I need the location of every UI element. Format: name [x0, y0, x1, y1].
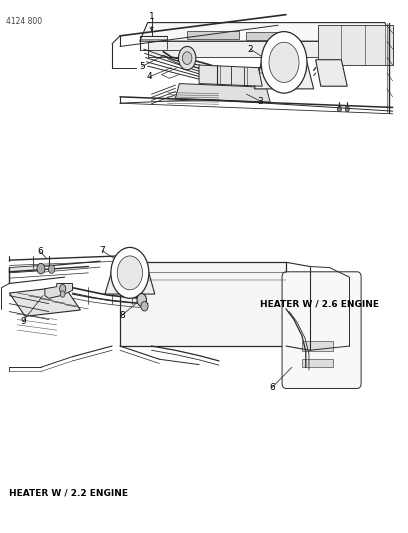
Polygon shape [148, 41, 393, 57]
Polygon shape [9, 287, 80, 317]
Polygon shape [140, 22, 393, 41]
Text: HEATER W / 2.6 ENGINE: HEATER W / 2.6 ENGINE [260, 299, 379, 308]
Polygon shape [302, 341, 333, 351]
Circle shape [37, 263, 45, 274]
Circle shape [182, 52, 192, 64]
Text: 1: 1 [149, 12, 155, 21]
Circle shape [49, 265, 55, 273]
Circle shape [261, 31, 307, 93]
Circle shape [345, 107, 349, 112]
Circle shape [337, 107, 341, 112]
Text: HEATER W / 2.2 ENGINE: HEATER W / 2.2 ENGINE [9, 488, 128, 497]
Polygon shape [302, 359, 333, 367]
Polygon shape [187, 30, 239, 38]
Polygon shape [120, 262, 286, 346]
Polygon shape [105, 273, 155, 294]
Text: 4: 4 [147, 72, 153, 81]
Polygon shape [9, 265, 41, 273]
Text: 6: 6 [37, 247, 43, 256]
Circle shape [111, 247, 149, 298]
Circle shape [269, 42, 299, 83]
Polygon shape [45, 284, 73, 298]
Circle shape [137, 294, 146, 306]
Text: 6: 6 [269, 383, 275, 392]
FancyBboxPatch shape [282, 272, 361, 389]
Circle shape [117, 256, 142, 290]
Text: 4124 800: 4124 800 [6, 17, 42, 26]
Circle shape [60, 291, 65, 297]
Polygon shape [175, 84, 270, 102]
Circle shape [178, 46, 196, 70]
Circle shape [141, 302, 148, 311]
Polygon shape [318, 25, 393, 65]
Polygon shape [199, 65, 262, 86]
Text: 2: 2 [248, 45, 253, 54]
Text: 5: 5 [139, 62, 144, 71]
Text: 3: 3 [257, 96, 263, 106]
Polygon shape [255, 62, 314, 89]
Circle shape [60, 285, 66, 293]
Text: 7: 7 [99, 246, 105, 255]
Text: 8: 8 [119, 311, 125, 320]
Text: 9: 9 [20, 317, 26, 326]
Polygon shape [246, 31, 290, 39]
Polygon shape [316, 60, 347, 86]
